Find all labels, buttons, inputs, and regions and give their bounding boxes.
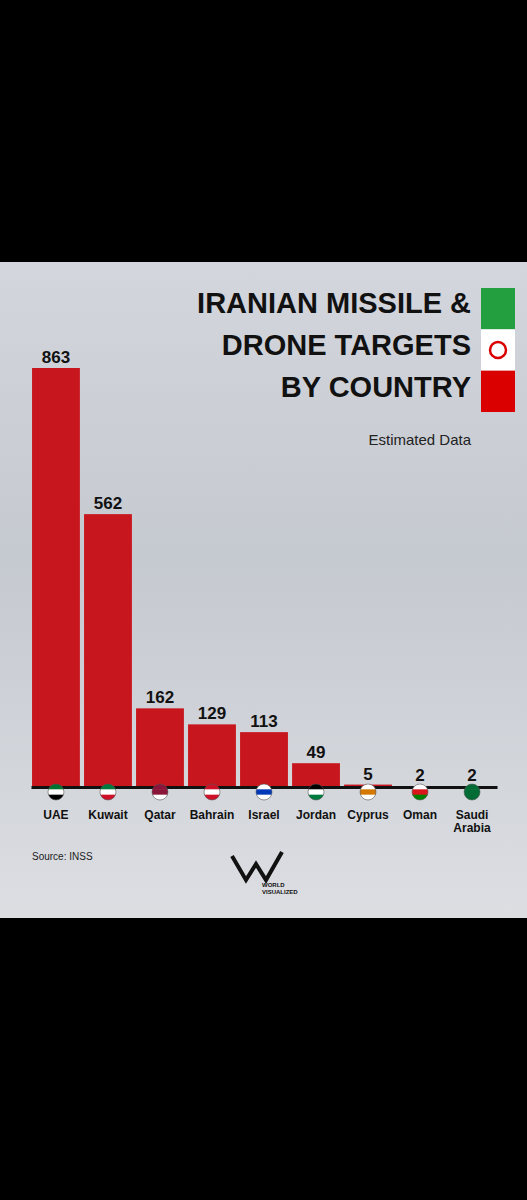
country-flag xyxy=(100,784,116,801)
brand-line: VISUALIZED xyxy=(262,889,298,895)
flag-outline xyxy=(464,784,480,800)
x-tick-label: Cyprus xyxy=(347,808,389,822)
country-flag xyxy=(152,784,168,801)
flag-stripe xyxy=(152,784,168,790)
x-tick: Oman xyxy=(403,808,437,822)
flag-emblem xyxy=(490,342,506,358)
x-tick: SaudiArabia xyxy=(453,808,491,835)
bar xyxy=(32,368,80,787)
data-label: 162 xyxy=(146,688,174,707)
data-label: 113 xyxy=(250,712,277,731)
flag-stripe xyxy=(481,329,515,370)
country-flags xyxy=(48,784,480,801)
x-tick: Cyprus xyxy=(347,808,389,822)
data-label: 49 xyxy=(307,743,326,762)
brand: WORLDVISUALIZED xyxy=(262,882,298,895)
flag-stripe xyxy=(464,789,480,795)
flag-outline xyxy=(48,784,64,800)
bars xyxy=(32,368,496,787)
x-tick-label: Oman xyxy=(403,808,437,822)
data-label: 863 xyxy=(42,348,70,367)
x-tick-label: Bahrain xyxy=(190,808,235,822)
bar xyxy=(84,514,132,787)
flag-outline xyxy=(412,784,428,800)
x-tick-label: Israel xyxy=(248,808,279,822)
title-line: DRONE TARGETS xyxy=(222,329,471,361)
flag-outline xyxy=(100,784,116,800)
flag-stripe xyxy=(256,784,272,790)
bar xyxy=(188,724,236,787)
flag-stripe xyxy=(308,789,324,795)
flag-outline xyxy=(360,784,376,800)
bar xyxy=(240,732,288,787)
country-flag xyxy=(308,784,324,801)
flag-stripe xyxy=(360,789,376,795)
x-tick-label: Qatar xyxy=(144,808,176,822)
country-flag xyxy=(204,784,220,801)
flag-stripe xyxy=(412,784,428,790)
x-tick: Israel xyxy=(248,808,279,822)
flag-stripe xyxy=(100,784,116,790)
x-tick-label: Kuwait xyxy=(88,808,127,822)
flag-stripe xyxy=(464,784,480,790)
x-tick: Bahrain xyxy=(190,808,235,822)
data-label: 5 xyxy=(363,765,372,784)
title-line: BY COUNTRY xyxy=(281,371,471,403)
background xyxy=(0,0,527,1200)
x-tick-label: Jordan xyxy=(296,808,336,822)
x-tick-label: SaudiArabia xyxy=(453,808,491,835)
x-tick-label-line: Arabia xyxy=(453,821,491,835)
data-label: 2 xyxy=(467,766,476,785)
data-labels: 863 562 162 129 113 49 5 2 2 xyxy=(42,348,477,785)
flag-outline xyxy=(204,784,220,800)
flag-stripe xyxy=(360,784,376,790)
country-flag xyxy=(48,784,64,801)
source: Source: INSS xyxy=(32,851,93,862)
brand-logo xyxy=(232,852,282,880)
flag-stripe xyxy=(100,789,116,795)
subtitle: Estimated Data xyxy=(368,431,471,448)
bar xyxy=(292,763,340,787)
country-flag xyxy=(360,784,376,801)
flag-stripe xyxy=(48,789,64,795)
page: IRANIAN MISSILE & DRONE TARGETS BY COUNTRY… xyxy=(0,0,527,1200)
title-line: IRANIAN MISSILE & xyxy=(197,287,471,319)
data-label: 562 xyxy=(94,494,122,513)
x-tick: Kuwait xyxy=(88,808,127,822)
flag-outline xyxy=(256,784,272,800)
flag-stripe xyxy=(48,784,64,790)
flag-stripe xyxy=(481,371,515,412)
x-tick: Jordan xyxy=(296,808,336,822)
x-tick-label: UAE xyxy=(43,808,68,822)
flag-stripe xyxy=(204,789,220,795)
flag-outline xyxy=(308,784,324,800)
flag-stripe xyxy=(152,789,168,795)
flag-outline xyxy=(152,784,168,800)
data-label: 2 xyxy=(415,766,424,785)
flag-stripe xyxy=(308,784,324,790)
x-tick-label-line: Saudi xyxy=(456,808,489,822)
country-flag xyxy=(464,784,480,801)
brand-line: WORLD xyxy=(262,882,285,888)
flag-stripe xyxy=(204,784,220,790)
bar xyxy=(136,708,184,787)
title: IRANIAN MISSILE & DRONE TARGETS BY COUNTRY xyxy=(197,287,471,403)
flag-stripe xyxy=(256,789,272,795)
country-flag xyxy=(256,784,272,801)
x-tick: UAE xyxy=(43,808,68,822)
panel xyxy=(0,262,527,918)
data-label: 129 xyxy=(198,704,226,723)
x-tick: Qatar xyxy=(144,808,176,822)
country-flag xyxy=(412,784,428,801)
flag-stripe xyxy=(412,789,428,795)
flag-stripe xyxy=(481,288,515,329)
